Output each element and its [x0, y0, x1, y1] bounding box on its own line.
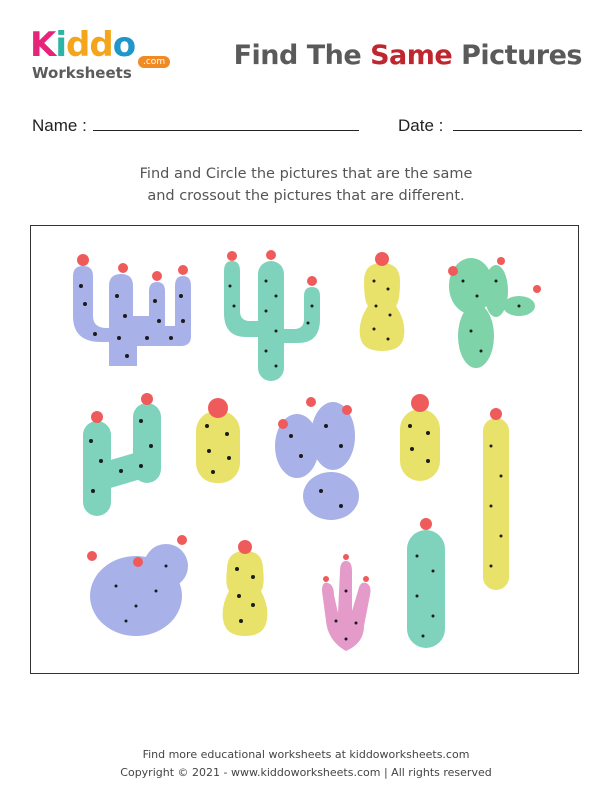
footer-line-1: Find more educational worksheets at kidd… [142, 748, 470, 761]
instruction-line-2: and crossout the pictures that are diffe… [147, 188, 465, 204]
instructions: Find and Circle the pictures that are th… [0, 163, 612, 207]
cactus-5[interactable] [83, 393, 161, 516]
cactus-8[interactable] [400, 394, 440, 481]
name-label: Name : [32, 116, 87, 135]
cactus-6[interactable] [196, 398, 240, 483]
date-label: Date : [398, 116, 444, 135]
logo-letter: K [30, 25, 56, 65]
kiddo-logo: Kiddo Worksheets .com [30, 28, 180, 88]
logo-com-badge: .com [138, 56, 171, 68]
footer-line-2: Copyright © 2021 - www.kiddoworksheets.c… [120, 766, 492, 779]
cactus-2[interactable] [224, 250, 320, 381]
cactus-12[interactable] [322, 554, 371, 651]
title-highlight: Same [370, 40, 453, 71]
cactus-4[interactable] [448, 257, 541, 368]
logo-letter: i [55, 25, 67, 65]
cactus-13[interactable] [407, 518, 445, 648]
picture-frame [30, 225, 579, 674]
logo-wordmark: Kiddo [30, 25, 136, 65]
cacti-illustration [73, 250, 541, 651]
cactus-7[interactable] [275, 397, 359, 520]
instruction-line-1: Find and Circle the pictures that are th… [139, 166, 473, 182]
page-title: Find The Same Pictures [233, 40, 583, 71]
date-line[interactable] [453, 130, 582, 131]
cactus-3[interactable] [359, 252, 405, 351]
cactus-1[interactable] [73, 254, 191, 366]
name-line[interactable] [93, 130, 359, 131]
cactus-10[interactable] [87, 535, 188, 636]
title-suffix: Pictures [452, 40, 582, 71]
logo-letter: d [66, 25, 90, 65]
logo-letter: o [112, 25, 136, 65]
logo-worksheets-text: Worksheets [32, 64, 132, 82]
cactus-11[interactable] [222, 540, 268, 636]
cactus-9[interactable] [483, 408, 509, 590]
logo-letter: d [89, 25, 113, 65]
title-prefix: Find The [233, 40, 371, 71]
